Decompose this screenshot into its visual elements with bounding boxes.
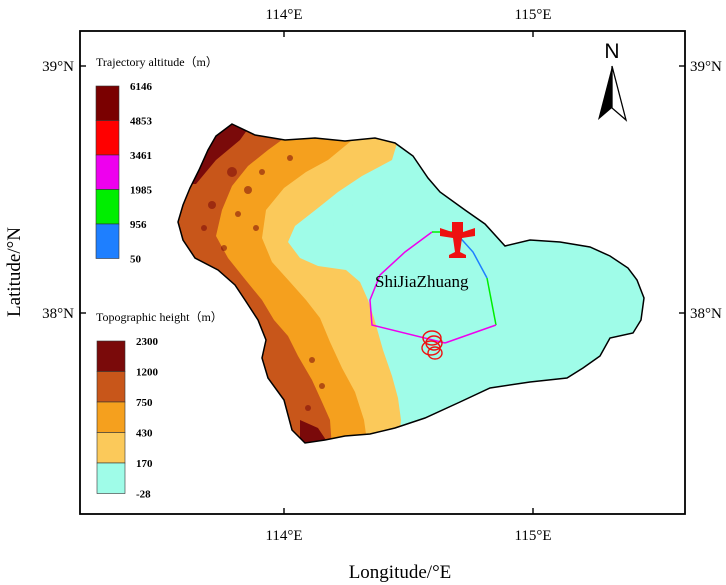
aircraft-icon bbox=[440, 222, 475, 258]
top-tick-114: 114°E bbox=[265, 7, 302, 23]
topo_legend-label-4: 170 bbox=[136, 458, 153, 470]
bottom-tick-115: 115°E bbox=[514, 528, 551, 544]
right-tick-38: 38°N bbox=[690, 306, 722, 322]
topo_legend-swatch-1 bbox=[96, 371, 126, 403]
trajectory_legend-swatch-0 bbox=[95, 85, 120, 121]
trajectory_legend-label-4: 956 bbox=[130, 219, 147, 231]
trajectory_legend-swatch-1 bbox=[95, 120, 120, 156]
topo_legend-swatch-2 bbox=[96, 401, 126, 433]
trajectory_legend-label-2: 3461 bbox=[130, 150, 152, 162]
bottom-tick-114: 114°E bbox=[265, 528, 302, 544]
topo_legend-label-0: 2300 bbox=[136, 336, 159, 348]
trajectory_legend-label-0: 6146 bbox=[130, 81, 153, 93]
north-arrow-left-half bbox=[598, 66, 612, 120]
trajectory-segment-magenta-west bbox=[369, 231, 446, 344]
left-tick-38: 38°N bbox=[42, 306, 74, 322]
top-tick-115: 115°E bbox=[514, 7, 551, 23]
topo_legend-swatch-4 bbox=[96, 462, 126, 494]
x-axis-title: Longitude/°E bbox=[349, 562, 452, 583]
topo_legend-swatch-0 bbox=[96, 340, 126, 372]
left-tick-39: 39°N bbox=[42, 59, 74, 75]
north-arrow-right-half bbox=[611, 65, 628, 122]
trajectory-legend: Trajectory altitude（m） 6146 4853 3461 1985 9… bbox=[95, 55, 218, 266]
flight-trajectory bbox=[369, 231, 497, 360]
north-arrow-label: N bbox=[604, 40, 619, 63]
topo_legend-label-2: 750 bbox=[136, 397, 153, 409]
topo-legend: Topographic height（m） 2300 1200 750 430 170 -… bbox=[96, 310, 223, 501]
y-axis-title: Latitude/°N bbox=[4, 227, 25, 317]
trajectory-legend-title: Trajectory altitude（m） bbox=[96, 55, 218, 69]
ridge-texture bbox=[201, 155, 325, 411]
holding-loops bbox=[421, 330, 443, 360]
region-boundary bbox=[177, 123, 645, 444]
topo_legend-swatch-3 bbox=[96, 432, 126, 464]
north-arrow: N bbox=[598, 40, 628, 122]
trajectory_legend-label-1: 4853 bbox=[130, 116, 153, 128]
topo-legend-title: Topographic height（m） bbox=[96, 310, 223, 324]
tick-marks bbox=[80, 31, 685, 514]
right-tick-39: 39°N bbox=[690, 59, 722, 75]
valley-texture bbox=[326, 193, 383, 253]
trajectory_legend-swatch-2 bbox=[95, 154, 120, 190]
trajectory-segment-green bbox=[486, 277, 497, 326]
trajectory_legend-swatch-4 bbox=[95, 223, 120, 259]
topo_legend-label-5: -28 bbox=[136, 489, 151, 501]
trajectory_legend-label-3: 1985 bbox=[130, 185, 153, 197]
trajectory_legend-swatch-3 bbox=[95, 189, 120, 225]
topo_legend-label-3: 430 bbox=[136, 428, 153, 440]
city-label: ShiJiaZhuang bbox=[375, 272, 469, 291]
topo_legend-label-1: 1200 bbox=[136, 367, 159, 379]
trajectory_legend-label-5: 50 bbox=[130, 254, 142, 266]
trajectory-segment-magenta-east bbox=[444, 324, 497, 344]
